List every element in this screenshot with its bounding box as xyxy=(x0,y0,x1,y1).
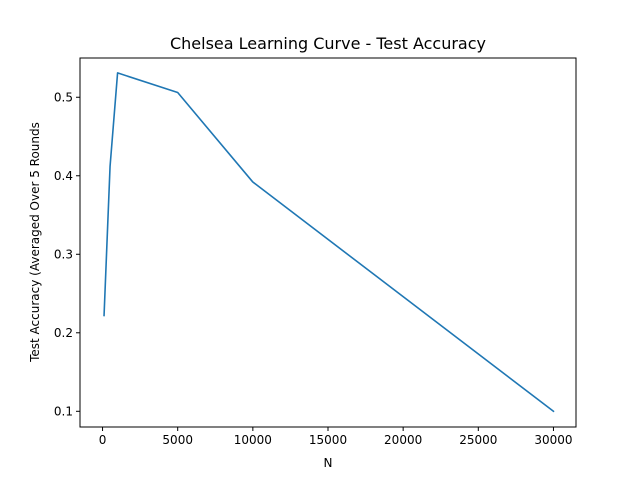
y-tick-label: 0.1 xyxy=(54,404,73,418)
x-tick-label: 15000 xyxy=(309,433,347,447)
y-tick-label: 0.3 xyxy=(54,247,73,261)
x-tick-label: 30000 xyxy=(534,433,572,447)
y-tick-label: 0.4 xyxy=(54,169,73,183)
series-line xyxy=(103,72,555,413)
x-tick-label: 5000 xyxy=(162,433,193,447)
y-tick-label: 0.5 xyxy=(54,90,73,104)
x-tick-label: 0 xyxy=(99,433,107,447)
x-axis-ticks: 0 5000 10000 15000 20000 25000 30000 xyxy=(99,427,573,447)
y-axis-ticks: 0.1 0.2 0.3 0.4 0.5 xyxy=(54,90,80,418)
plot-area: 0 5000 10000 15000 20000 25000 30000 0.1 0.2 0.3… xyxy=(54,57,577,447)
plot-frame xyxy=(79,57,577,428)
x-tick-label: 20000 xyxy=(384,433,422,447)
chart-title: Chelsea Learning Curve - Test Accuracy xyxy=(170,34,486,53)
x-axis-label: N xyxy=(324,456,333,470)
x-tick-label: 25000 xyxy=(459,433,497,447)
x-tick-label: 10000 xyxy=(234,433,272,447)
y-axis-label: Test Accuracy (Averaged Over 5 Rounds xyxy=(28,122,42,363)
series-layer xyxy=(103,72,555,413)
y-tick-label: 0.2 xyxy=(54,326,73,340)
